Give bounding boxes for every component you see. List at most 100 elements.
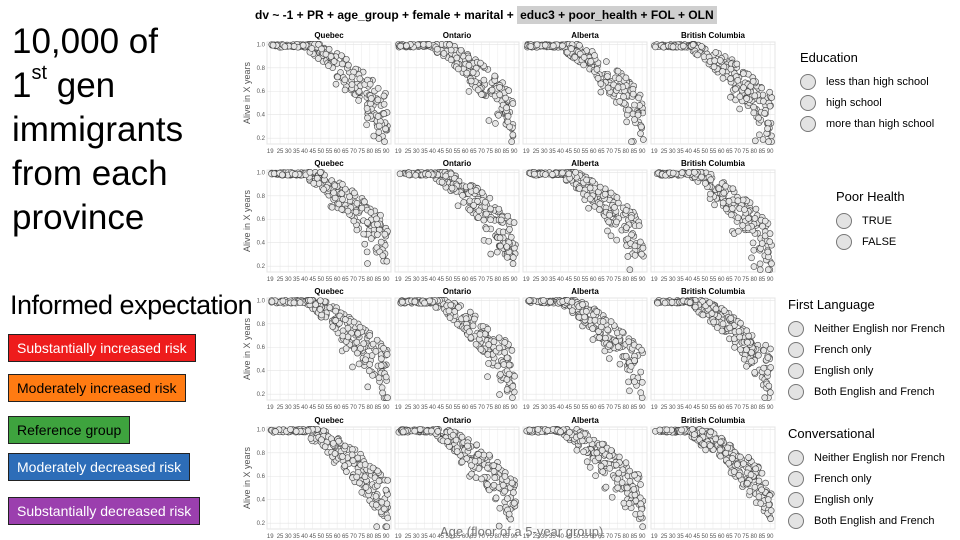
- data-point: [317, 297, 324, 304]
- data-point: [378, 498, 386, 506]
- x-tick-label: 50: [317, 405, 324, 411]
- data-point: [310, 180, 318, 187]
- data-point: [744, 338, 751, 346]
- x-tick-label: 25: [277, 149, 284, 155]
- data-point: [501, 487, 508, 495]
- data-point: [730, 468, 738, 475]
- legend-marker: [788, 341, 804, 358]
- data-point: [694, 51, 701, 59]
- data-point: [372, 493, 380, 500]
- data-point: [375, 128, 383, 136]
- data-point: [361, 198, 368, 206]
- data-point: [306, 297, 314, 304]
- data-point: [699, 311, 707, 319]
- data-point: [743, 362, 750, 370]
- data-point: [711, 201, 718, 209]
- data-point: [472, 474, 480, 481]
- x-tick-label: 45: [693, 405, 700, 411]
- x-tick-label: 25: [533, 149, 540, 155]
- data-point: [652, 43, 659, 51]
- data-point: [631, 116, 638, 123]
- data-point: [589, 336, 597, 343]
- legend-item: less than high school: [800, 71, 934, 92]
- facet-panel: British Columbia 19 25 30 35 40 45 50 55 60 65 70 75…: [650, 416, 776, 540]
- legend-label: French only: [814, 343, 872, 356]
- x-tick-label: 50: [701, 534, 708, 540]
- data-point: [596, 334, 603, 341]
- x-tick-label: 55: [454, 277, 461, 283]
- data-point: [399, 298, 406, 306]
- data-point: [593, 66, 601, 73]
- data-point: [526, 426, 533, 434]
- formula-highlight: educ3 + poor_health + FOL + OLN: [517, 6, 717, 24]
- data-point: [307, 435, 315, 442]
- data-point: [355, 97, 362, 104]
- data-point: [580, 61, 587, 69]
- data-point: [680, 42, 687, 50]
- data-point: [268, 298, 276, 305]
- legend-marker: [800, 73, 816, 90]
- x-tick-label: 30: [413, 534, 420, 540]
- data-point: [729, 455, 736, 462]
- data-point: [471, 457, 479, 465]
- data-point: [478, 189, 486, 197]
- x-tick-label: 19: [651, 277, 658, 283]
- data-point: [625, 106, 632, 114]
- facet-panel: Quebec 19 25 30 35 40 45 50 55 60 65 70 75 80 85 90 1.0 0…: [257, 159, 392, 283]
- x-tick-label: 70: [606, 405, 613, 411]
- x-tick-label: 65: [726, 534, 733, 540]
- x-tick-label: 85: [759, 277, 766, 283]
- data-point: [733, 60, 741, 68]
- x-tick-label: 60: [718, 277, 725, 283]
- data-point: [724, 444, 732, 452]
- data-point: [477, 59, 484, 67]
- data-point: [486, 194, 494, 202]
- x-tick-label: 19: [267, 149, 274, 155]
- data-point: [603, 58, 610, 65]
- data-point: [339, 332, 347, 340]
- data-point: [745, 215, 752, 222]
- data-point: [638, 346, 645, 354]
- data-point: [475, 214, 482, 221]
- y-tick-label: 0.2: [257, 392, 266, 398]
- x-tick-label: 40: [685, 277, 692, 283]
- facet-panel: Ontario 19 25 30 35 40 45 50 55 60 65 70 75 80 85 90: [394, 287, 520, 411]
- data-point: [764, 125, 771, 132]
- x-tick-label: 85: [375, 534, 382, 540]
- data-point: [510, 489, 517, 496]
- data-point: [361, 461, 369, 468]
- data-point: [504, 112, 512, 120]
- legend-item: French only: [788, 468, 945, 489]
- facet-title: Quebec: [314, 31, 344, 40]
- data-point: [626, 387, 633, 395]
- data-point: [547, 298, 554, 306]
- data-point: [760, 347, 768, 354]
- data-point: [685, 169, 693, 176]
- facet-title: British Columbia: [681, 159, 746, 168]
- data-point: [366, 80, 374, 88]
- data-point: [580, 448, 587, 456]
- legend-marker: [788, 320, 804, 337]
- data-point: [508, 138, 515, 145]
- x-tick-label: 35: [677, 149, 684, 155]
- x-tick-label: 85: [631, 534, 638, 540]
- x-tick-label: 30: [285, 534, 292, 540]
- x-tick-label: 19: [651, 534, 658, 540]
- data-point: [596, 206, 603, 213]
- data-point: [455, 304, 462, 311]
- data-point: [501, 349, 509, 356]
- data-point: [478, 475, 485, 483]
- x-tick-label: 90: [639, 534, 646, 540]
- x-tick-label: 30: [541, 405, 548, 411]
- x-tick-label: 35: [421, 149, 428, 155]
- data-point: [438, 178, 446, 186]
- data-point: [612, 461, 620, 469]
- data-point: [625, 378, 632, 386]
- facet-panel: Ontario 19 25 30 35 40 45 50 55 60 65 70 75 80 85 90: [394, 159, 520, 283]
- legend-conversational-title: Conversational: [788, 426, 875, 441]
- x-tick-label: 50: [701, 149, 708, 155]
- x-tick-label: 65: [598, 405, 605, 411]
- legend-marker: [836, 233, 852, 250]
- data-point: [405, 171, 413, 179]
- data-point: [720, 307, 728, 314]
